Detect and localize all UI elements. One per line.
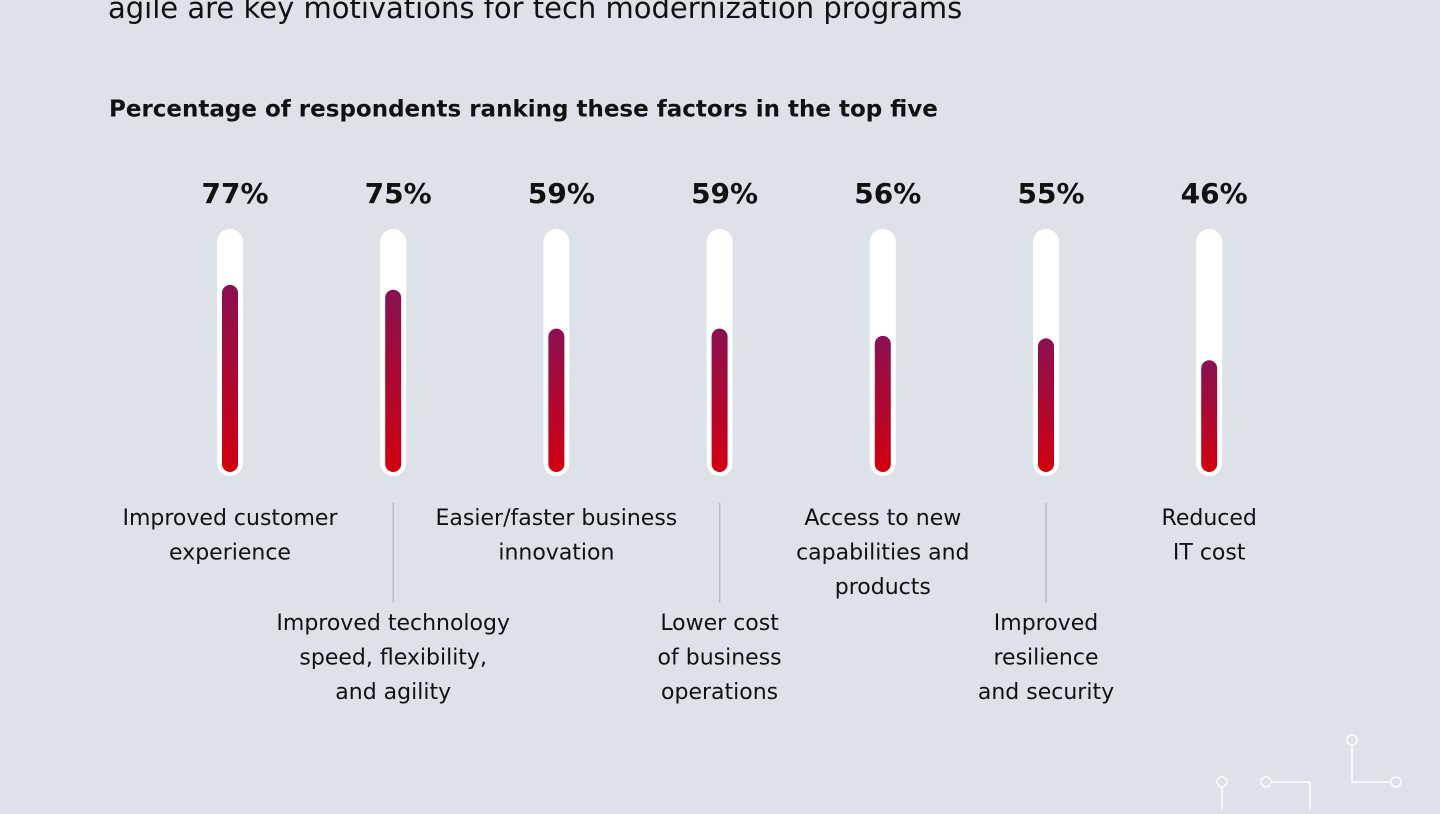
value-label: 55% (1017, 177, 1084, 210)
bar (1038, 338, 1054, 472)
bar (222, 284, 238, 472)
category-label: experience (169, 541, 291, 566)
value-label: 75% (365, 177, 432, 210)
bar (1201, 360, 1218, 472)
value-label: 77% (201, 177, 268, 210)
category-label: Improved customer (122, 506, 338, 531)
bar (874, 335, 891, 472)
category-label: of business (658, 646, 782, 671)
category-label: products (835, 575, 931, 600)
category-label: speed, flexibility, (299, 646, 487, 671)
value-label: 59% (691, 177, 758, 210)
category-label: innovation (498, 541, 614, 566)
category-label: Improved technology (276, 611, 510, 636)
category-label: capabilities and (796, 541, 969, 566)
category-label: IT cost (1173, 541, 1246, 566)
value-label: 46% (1181, 177, 1248, 210)
category-label: Access to new (804, 506, 961, 531)
category-label: Reduced (1162, 506, 1257, 531)
category-label: Easier/faster business (436, 506, 678, 531)
chart-title: agile are key motivations for tech moder… (108, 0, 962, 25)
chart-subtitle: Percentage of respondents ranking these … (109, 97, 938, 123)
value-label: 59% (528, 177, 595, 210)
category-label: resilience (993, 646, 1098, 671)
bar (548, 328, 565, 472)
value-label: 56% (854, 177, 921, 210)
category-label: and security (978, 680, 1114, 705)
category-label: Lower cost (660, 611, 779, 636)
category-label: and agility (335, 680, 451, 705)
decoration (1216, 734, 1402, 810)
category-label: operations (661, 680, 778, 705)
category-label: Improved (994, 611, 1098, 636)
bar (385, 289, 402, 472)
bar (711, 328, 728, 472)
